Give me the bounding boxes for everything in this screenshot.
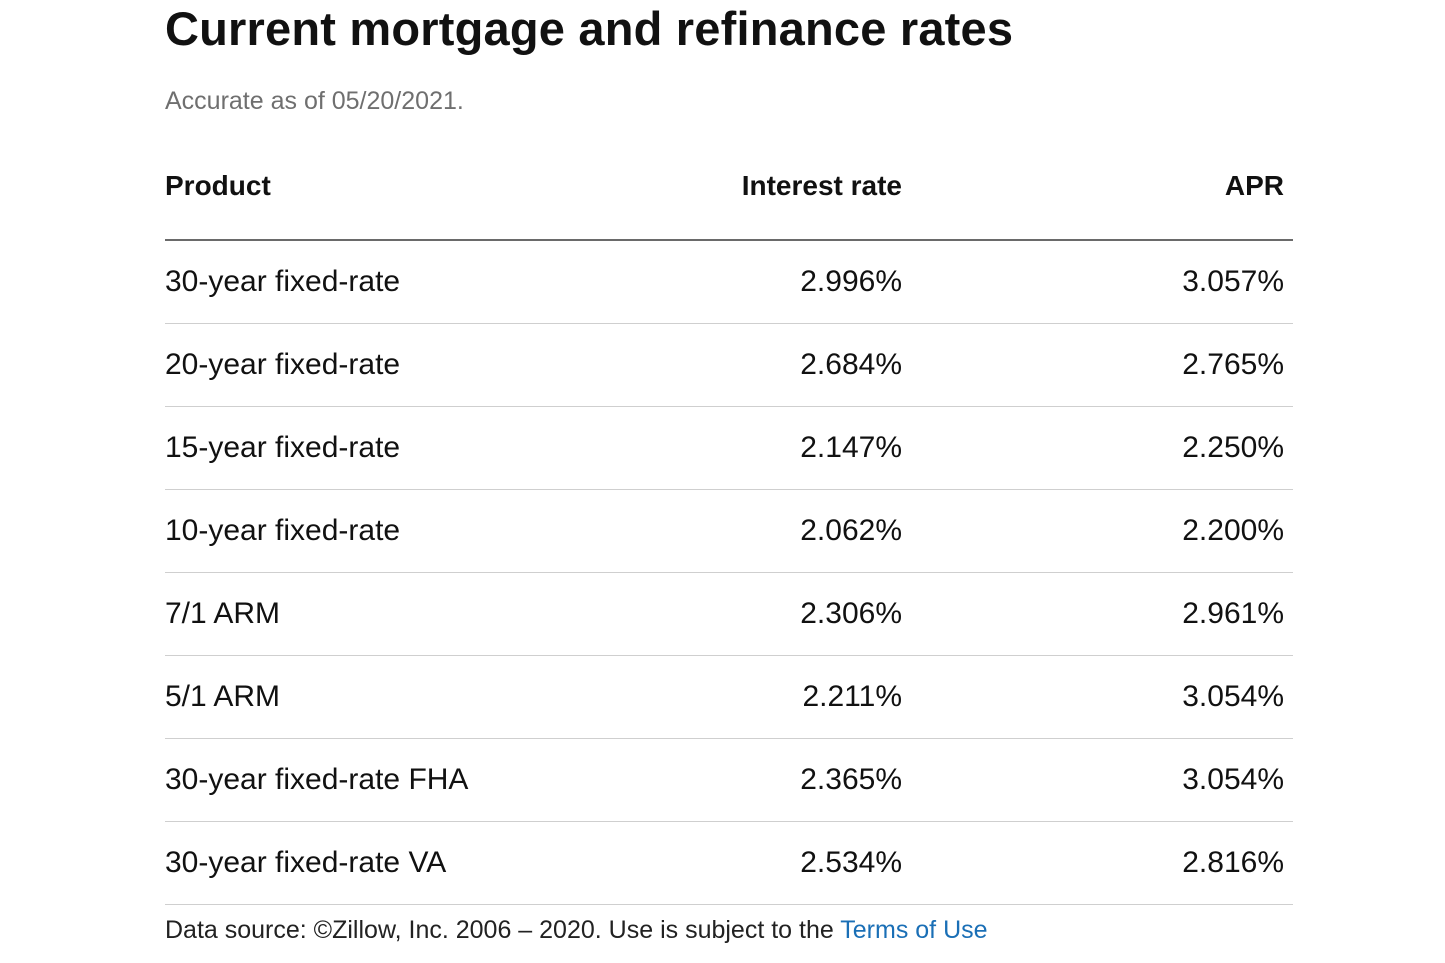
header-product: Product (165, 158, 702, 241)
table-header-row: Product Interest rate APR (165, 158, 1293, 241)
apr-cell: 3.054% (902, 738, 1293, 822)
table-row: 15-year fixed-rate 2.147% 2.250% (165, 406, 1293, 490)
product-cell: 30-year fixed-rate VA (165, 821, 702, 905)
accuracy-date: Accurate as of 05/20/2021. (165, 87, 464, 115)
table-row: 20-year fixed-rate 2.684% 2.765% (165, 323, 1293, 407)
apr-cell: 2.765% (902, 323, 1293, 407)
table-row: 30-year fixed-rate 2.996% 3.057% (165, 240, 1293, 324)
data-source-note: Data source: ©Zillow, Inc. 2006 – 2020. … (165, 914, 988, 946)
apr-cell: 2.961% (902, 572, 1293, 656)
product-cell: 10-year fixed-rate (165, 489, 702, 573)
interest-rate-cell: 2.306% (702, 572, 902, 656)
product-cell: 30-year fixed-rate (165, 240, 702, 324)
header-interest-rate: Interest rate (702, 158, 902, 241)
rates-section: Current mortgage and refinance rates Acc… (165, 0, 1293, 905)
table-row: 7/1 ARM 2.306% 2.961% (165, 572, 1293, 656)
data-source-text: Data source: ©Zillow, Inc. 2006 – 2020. … (165, 916, 841, 944)
product-cell: 20-year fixed-rate (165, 323, 702, 407)
terms-of-use-link[interactable]: Terms of Use (840, 916, 988, 944)
product-cell: 5/1 ARM (165, 655, 702, 739)
interest-rate-cell: 2.534% (702, 821, 902, 905)
product-cell: 30-year fixed-rate FHA (165, 738, 702, 822)
interest-rate-cell: 2.147% (702, 406, 902, 490)
interest-rate-cell: 2.684% (702, 323, 902, 407)
interest-rate-cell: 2.365% (702, 738, 902, 822)
interest-rate-cell: 2.996% (702, 240, 902, 324)
table-row: 30-year fixed-rate FHA 2.365% 3.054% (165, 738, 1293, 822)
table-row: 5/1 ARM 2.211% 3.054% (165, 655, 1293, 739)
rates-table: Product Interest rate APR 30-year fixed-… (165, 158, 1293, 905)
product-cell: 15-year fixed-rate (165, 406, 702, 490)
table-row: 30-year fixed-rate VA 2.534% 2.816% (165, 821, 1293, 905)
table-row: 10-year fixed-rate 2.062% 2.200% (165, 489, 1293, 573)
apr-cell: 3.057% (902, 240, 1293, 324)
interest-rate-cell: 2.211% (702, 655, 902, 739)
page-title: Current mortgage and refinance rates (165, 2, 1014, 55)
apr-cell: 2.816% (902, 821, 1293, 905)
apr-cell: 2.250% (902, 406, 1293, 490)
apr-cell: 3.054% (902, 655, 1293, 739)
apr-cell: 2.200% (902, 489, 1293, 573)
interest-rate-cell: 2.062% (702, 489, 902, 573)
product-cell: 7/1 ARM (165, 572, 702, 656)
header-apr: APR (902, 158, 1293, 241)
